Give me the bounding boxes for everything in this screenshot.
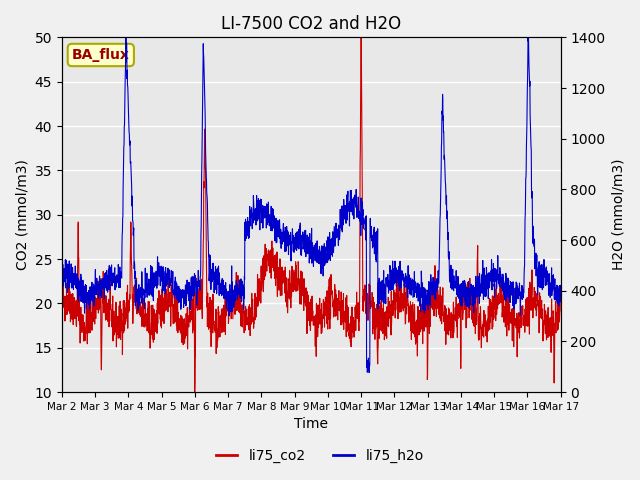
- Y-axis label: CO2 (mmol/m3): CO2 (mmol/m3): [15, 159, 29, 270]
- X-axis label: Time: Time: [294, 418, 328, 432]
- Legend: li75_co2, li75_h2o: li75_co2, li75_h2o: [211, 443, 429, 468]
- Y-axis label: H2O (mmol/m3): H2O (mmol/m3): [611, 159, 625, 270]
- Title: LI-7500 CO2 and H2O: LI-7500 CO2 and H2O: [221, 15, 401, 33]
- Text: BA_flux: BA_flux: [72, 48, 130, 62]
